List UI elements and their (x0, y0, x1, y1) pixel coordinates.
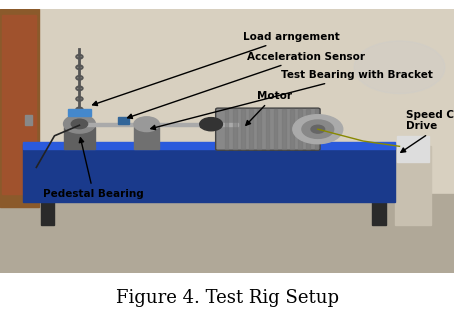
Bar (79, 122, 238, 126)
Bar (397, 136, 429, 162)
Circle shape (311, 125, 325, 133)
Bar (395, 146, 431, 225)
Text: Test Bearing with Bracket: Test Bearing with Bracket (151, 70, 434, 130)
Text: Figure 4. Test Rig Setup: Figure 4. Test Rig Setup (115, 289, 339, 307)
Bar (0, 9, 454, 207)
Circle shape (134, 117, 159, 131)
Circle shape (71, 119, 88, 129)
Text: Motor: Motor (246, 91, 291, 125)
FancyBboxPatch shape (216, 108, 320, 150)
Bar (23, 142, 395, 149)
Bar (225, 109, 228, 149)
Bar (372, 199, 386, 225)
Circle shape (293, 115, 343, 144)
Circle shape (200, 117, 222, 131)
Bar (134, 124, 159, 149)
Bar (274, 109, 277, 149)
Circle shape (354, 41, 445, 94)
Text: Acceleration Sensor: Acceleration Sensor (128, 52, 365, 118)
Text: Speed Control
Drive: Speed Control Drive (401, 110, 454, 152)
Bar (25, 115, 32, 125)
Circle shape (64, 115, 95, 133)
Bar (249, 109, 253, 149)
Bar (266, 109, 269, 149)
Bar (315, 109, 318, 149)
Bar (41, 199, 54, 225)
Bar (241, 109, 245, 149)
Bar (0, 9, 39, 207)
Bar (64, 126, 95, 149)
Bar (23, 144, 395, 202)
Text: Pedestal Bearing: Pedestal Bearing (43, 138, 144, 199)
Bar (290, 109, 294, 149)
Text: Load arngement: Load arngement (93, 32, 340, 105)
Bar (68, 109, 91, 116)
Bar (2, 15, 36, 194)
Bar (298, 109, 302, 149)
Bar (200, 122, 220, 126)
Bar (118, 117, 129, 124)
Bar (0, 194, 454, 273)
Bar (282, 109, 286, 149)
Bar (257, 109, 261, 149)
Bar (233, 109, 237, 149)
Circle shape (302, 120, 334, 138)
Bar (306, 109, 310, 149)
